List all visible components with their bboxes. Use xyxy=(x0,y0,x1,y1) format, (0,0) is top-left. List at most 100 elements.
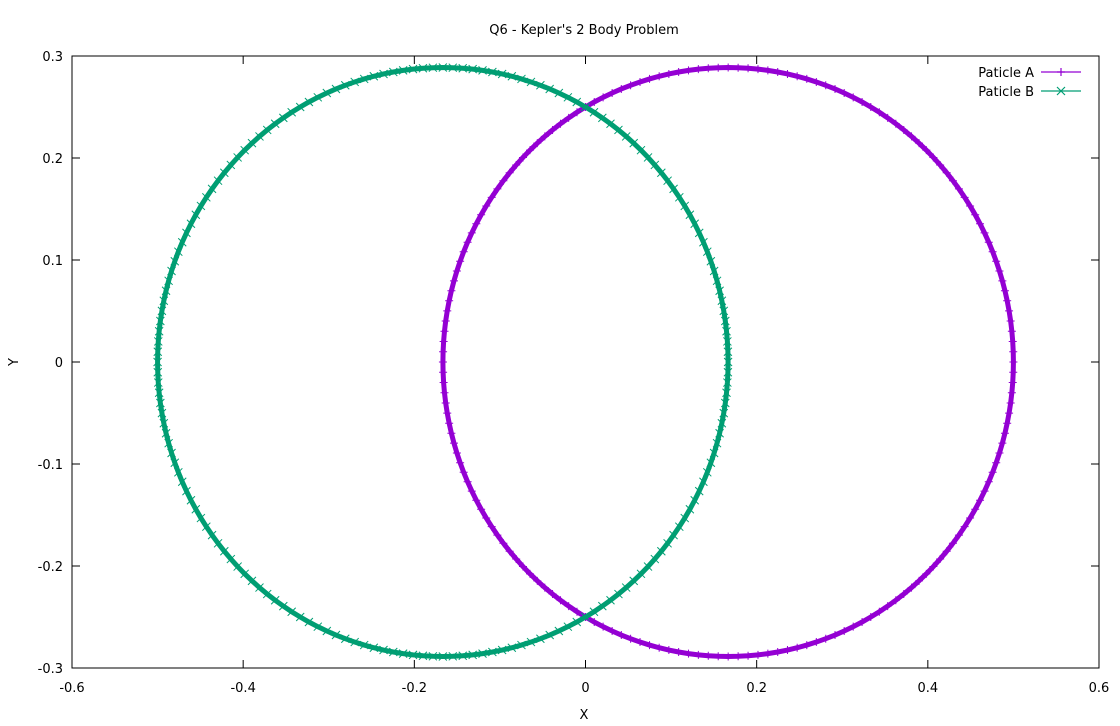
data-point xyxy=(589,607,599,617)
data-point xyxy=(445,419,454,428)
data-point xyxy=(929,562,938,571)
data-point xyxy=(1007,388,1016,397)
data-point xyxy=(418,651,428,661)
data-point xyxy=(482,514,491,523)
data-point xyxy=(418,63,428,73)
data-point xyxy=(891,119,900,128)
data-point xyxy=(255,132,264,141)
data-point xyxy=(438,358,447,366)
data-point xyxy=(304,617,314,627)
data-point xyxy=(954,531,963,540)
data-point xyxy=(849,622,858,631)
data-point xyxy=(1006,317,1015,326)
data-point xyxy=(717,296,727,306)
data-point xyxy=(573,108,582,117)
data-point xyxy=(408,64,418,74)
data-point xyxy=(463,238,472,247)
data-point xyxy=(447,286,456,295)
x-tick-label: -0.2 xyxy=(402,681,427,696)
data-point xyxy=(518,562,527,571)
data-point xyxy=(240,145,250,155)
x-tick-label: 0.4 xyxy=(917,681,938,696)
legend-marker xyxy=(1056,86,1066,96)
data-point xyxy=(597,601,607,611)
data-point xyxy=(1005,306,1014,315)
data-point xyxy=(719,408,729,418)
data-point xyxy=(723,357,733,367)
data-point xyxy=(186,219,196,229)
data-point xyxy=(664,646,673,655)
data-point xyxy=(428,63,438,73)
data-point xyxy=(536,634,545,644)
data-point xyxy=(556,596,565,605)
data-point xyxy=(685,210,695,220)
data-point xyxy=(720,398,730,408)
data-point xyxy=(1006,398,1015,407)
data-point xyxy=(1005,409,1014,418)
x-tick-label: 0 xyxy=(581,681,589,696)
data-point xyxy=(998,276,1007,285)
data-point xyxy=(477,210,486,219)
data-point xyxy=(954,184,963,193)
data-point xyxy=(182,486,191,496)
data-point xyxy=(1008,378,1017,387)
data-point xyxy=(226,554,236,564)
data-point xyxy=(174,467,183,477)
data-point xyxy=(441,398,450,407)
data-point xyxy=(636,569,646,579)
data-point xyxy=(883,602,892,611)
data-point xyxy=(702,247,712,257)
data-point xyxy=(443,306,452,315)
data-point xyxy=(247,138,257,148)
data-point xyxy=(408,650,418,660)
data-point xyxy=(821,634,830,643)
data-point xyxy=(459,247,468,256)
data-point xyxy=(936,160,945,169)
data-point xyxy=(1000,429,1009,438)
chart-title: Q6 - Kepler's 2 Body Problem xyxy=(489,23,679,38)
data-point xyxy=(438,652,448,661)
data-point xyxy=(207,184,217,194)
data-point xyxy=(533,576,542,585)
data-point xyxy=(812,638,821,647)
data-point xyxy=(507,71,517,81)
data-point xyxy=(497,645,507,655)
data-point xyxy=(722,388,731,398)
data-point xyxy=(322,88,332,98)
data-point xyxy=(512,555,521,564)
data-point xyxy=(191,210,201,220)
data-point xyxy=(712,438,722,448)
data-point xyxy=(714,652,723,661)
data-point xyxy=(606,595,615,605)
data-point xyxy=(621,132,631,141)
data-point xyxy=(167,266,176,276)
data-point xyxy=(440,388,449,397)
data-point xyxy=(629,138,639,148)
data-point xyxy=(614,589,623,599)
data-point xyxy=(379,69,388,79)
x-axis-ticks: -0.6 -0.4 -0.2 0 0.2 0.4 0.6 xyxy=(59,56,1109,696)
x-tick-label: 0.6 xyxy=(1089,681,1110,696)
data-point xyxy=(154,388,164,398)
data-point xyxy=(161,428,171,438)
x-tick-label: -0.4 xyxy=(230,681,255,696)
data-point xyxy=(458,63,468,73)
data-point xyxy=(995,448,1004,457)
data-point xyxy=(891,596,900,605)
data-point xyxy=(449,276,458,285)
data-point xyxy=(706,458,716,468)
data-point xyxy=(699,477,708,487)
data-point xyxy=(359,640,369,650)
data-point xyxy=(478,649,487,658)
data-point xyxy=(545,84,555,94)
data-point xyxy=(554,88,564,98)
data-point xyxy=(699,237,708,247)
data-point xyxy=(929,153,938,162)
data-point xyxy=(478,66,487,75)
data-point xyxy=(487,522,496,531)
data-point xyxy=(467,487,476,496)
data-point xyxy=(472,496,481,505)
data-point xyxy=(715,286,724,296)
data-point xyxy=(966,514,975,523)
data-point xyxy=(517,74,526,84)
